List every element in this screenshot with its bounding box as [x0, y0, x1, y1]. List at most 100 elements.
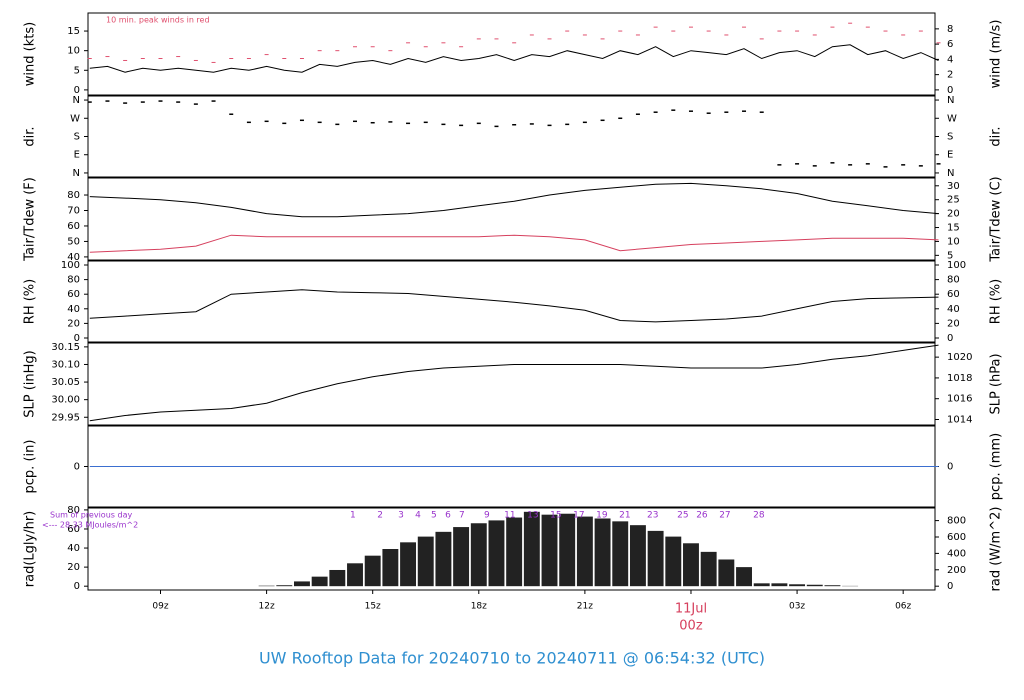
event-marker: 6 — [445, 511, 451, 521]
y2-tick-label: S — [947, 132, 953, 143]
y2-tick-label: 60 — [947, 289, 960, 300]
series-line — [89, 182, 939, 218]
y2-tick-label: 200 — [947, 565, 966, 576]
y-axis-label: rad(Lgly/hr) — [23, 511, 38, 587]
annotation: 10 min. peak winds in red — [106, 16, 210, 25]
y2-tick-label: 600 — [947, 532, 966, 543]
y2-tick-label: 5 — [947, 250, 953, 261]
event-marker: 23 — [647, 511, 658, 521]
y-tick-label: 0 — [74, 85, 80, 96]
rad-bar — [382, 549, 399, 587]
series-line — [89, 344, 939, 422]
y-tick-label: 30.15 — [51, 342, 80, 353]
y2-tick-label: 0 — [947, 85, 953, 96]
footer-title: UW Rooftop Data for 20240710 to 20240711… — [259, 649, 765, 668]
y2-tick-label: 0 — [947, 462, 953, 473]
y2-axis-label: SLP (hPa) — [989, 353, 1004, 414]
y-tick-label: 20 — [67, 562, 80, 573]
y2-tick-label: 0 — [947, 333, 953, 344]
rad-bar — [276, 585, 293, 587]
y2-axis-label: RH (%) — [989, 279, 1004, 324]
event-marker: 7 — [459, 511, 465, 521]
rad-bar — [453, 527, 470, 587]
rad-bar — [435, 531, 452, 587]
event-marker: 15 — [550, 511, 561, 521]
y-tick-label: 0 — [74, 462, 80, 473]
rad-bar — [612, 521, 629, 587]
y2-tick-label: 100 — [947, 260, 966, 271]
rad-bar — [665, 536, 682, 587]
rad-bar — [629, 525, 646, 587]
event-marker: 25 — [677, 511, 688, 521]
y2-tick-label: 4 — [947, 54, 953, 65]
panel-frame — [87, 95, 936, 178]
x-tick-label: 18z — [471, 602, 487, 612]
panel-frame — [87, 12, 936, 96]
y2-axis-label: wind (m/s) — [989, 20, 1004, 89]
rad-bar — [789, 584, 806, 587]
y-tick-label: N — [73, 168, 80, 179]
y-tick-label: E — [74, 150, 80, 161]
y-axis-label: RH (%) — [23, 279, 38, 324]
y2-axis-label: pcp. (mm) — [989, 433, 1004, 500]
y2-tick-label: 1020 — [947, 352, 972, 363]
event-marker: 19 — [596, 511, 608, 521]
event-marker: 21 — [619, 511, 630, 521]
rad-bar — [559, 513, 576, 587]
rad-bar — [506, 517, 523, 587]
y2-axis-label: dir. — [989, 126, 1004, 146]
event-marker: 17 — [573, 511, 584, 521]
event-marker: 26 — [696, 511, 708, 521]
event-marker: 11 — [504, 511, 515, 521]
y2-tick-label: 6 — [947, 39, 953, 50]
y2-tick-label: 400 — [947, 548, 966, 559]
rad-bar — [541, 514, 558, 587]
y-tick-label: N — [73, 95, 80, 106]
y-axis-label: pcp. (in) — [23, 440, 38, 494]
y-tick-label: 29.95 — [51, 412, 80, 423]
y-tick-label: S — [74, 132, 80, 143]
y-tick-label: 10 — [67, 46, 80, 57]
x-tick-label: 00z — [679, 619, 703, 634]
rad-bar — [311, 576, 328, 587]
x-tick-label: 15z — [365, 602, 381, 612]
y-tick-label: 0 — [74, 333, 80, 344]
rad-bar — [470, 523, 487, 587]
event-marker: 1 — [350, 511, 356, 521]
rad-bar — [700, 551, 717, 587]
rad-bar — [594, 518, 611, 587]
y-axis-label: Tair/Tdew (F) — [23, 177, 38, 262]
y2-tick-label: 10 — [947, 236, 960, 247]
event-marker: 13 — [527, 511, 538, 521]
rad-bar — [771, 583, 788, 587]
series-line — [89, 44, 939, 73]
event-marker: 5 — [431, 511, 437, 521]
y-tick-label: 30.10 — [51, 359, 80, 370]
y2-tick-label: 40 — [947, 304, 960, 315]
y2-tick-label: 1016 — [947, 394, 972, 405]
series-line — [89, 234, 939, 253]
y2-tick-label: N — [947, 95, 954, 106]
rad-bar — [647, 530, 664, 587]
y-tick-label: 0 — [74, 581, 80, 592]
y2-tick-label: E — [947, 150, 953, 161]
rad-bar — [824, 585, 841, 587]
y2-tick-label: 20 — [947, 209, 960, 220]
y-tick-label: W — [70, 113, 80, 124]
rad-bar — [417, 536, 434, 587]
rad-bar — [329, 569, 346, 587]
y-tick-label: 70 — [67, 205, 80, 216]
y-tick-label: 60 — [67, 524, 80, 535]
y-tick-label: 40 — [67, 252, 80, 263]
y-axis-label: SLP (inHg) — [23, 350, 38, 418]
y2-tick-label: 1018 — [947, 373, 972, 384]
x-tick-label: 09z — [152, 602, 168, 612]
y-tick-label: 80 — [67, 275, 80, 286]
y2-tick-label: 30 — [947, 181, 960, 192]
y2-tick-label: 2 — [947, 70, 953, 81]
x-tick-label: 06z — [895, 602, 911, 612]
y-tick-label: 5 — [74, 65, 80, 76]
panel-frame — [87, 177, 936, 261]
rad-bar — [736, 567, 752, 587]
rad-bar — [364, 555, 381, 587]
